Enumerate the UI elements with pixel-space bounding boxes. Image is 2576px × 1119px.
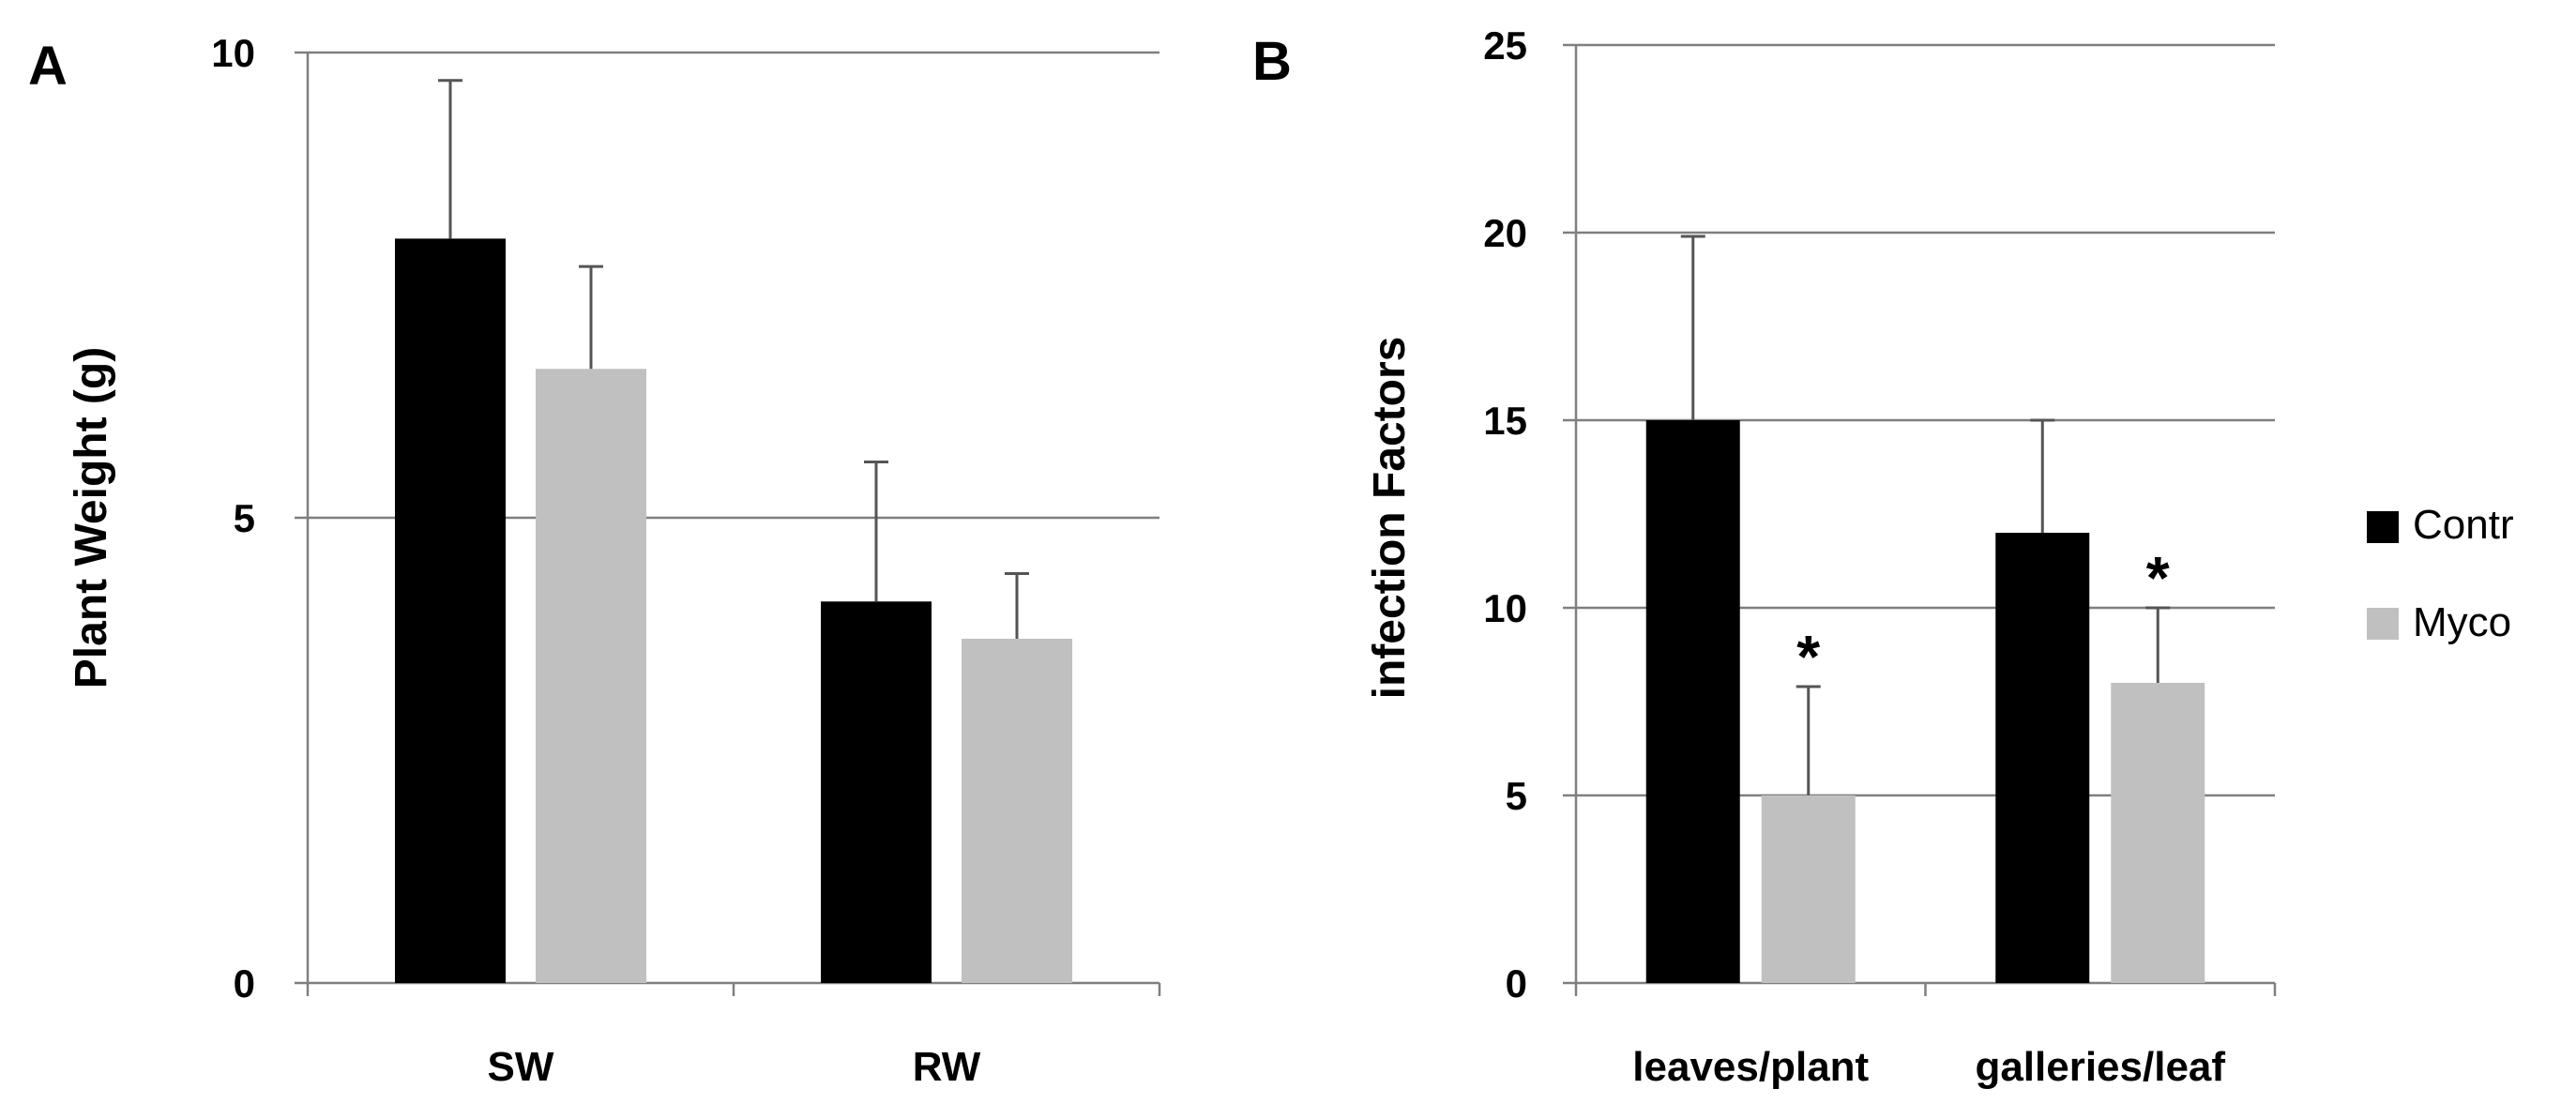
legend-swatch-myco xyxy=(2367,608,2399,640)
significance-marker: * xyxy=(2146,544,2170,612)
y-tick-label: 10 xyxy=(211,31,255,75)
y-tick-label: 5 xyxy=(234,496,255,540)
bar-myco-rw xyxy=(962,638,1072,983)
legend-label-myco: Myco xyxy=(2413,599,2511,645)
panel-b-label: B xyxy=(1252,31,1292,92)
x-tick-label-leaves-plant: leaves/plant xyxy=(1632,1044,1869,1090)
bar-myco-sw xyxy=(536,369,646,983)
x-tick-label-rw: RW xyxy=(913,1044,981,1090)
y-tick-label: 20 xyxy=(1483,211,1527,255)
y-axis-label: Plant Weight (g) xyxy=(67,347,116,688)
bar-contr-rw xyxy=(821,601,932,983)
y-tick-label: 15 xyxy=(1483,399,1527,443)
chart-a-plant-weight: 0 5 10 Plant Weight (g) SW RW xyxy=(67,31,1161,1090)
y-tick-label: 10 xyxy=(1483,586,1527,630)
y-axis-label: infection Factors xyxy=(1365,337,1415,700)
chart-b-infection-factors: 0 5 10 15 20 25 infection Factors leaves/plant *… xyxy=(1365,23,2277,1090)
x-tick-label-sw: SW xyxy=(488,1044,554,1090)
legend: Contr Myco xyxy=(2367,502,2514,645)
bar-myco-galleries-leaf xyxy=(2111,683,2205,983)
x-tick-label-galleries-leaf: galleries/leaf xyxy=(1975,1044,2225,1090)
legend-swatch-contr xyxy=(2367,511,2399,543)
y-tick-label: 0 xyxy=(234,961,255,1006)
y-tick-label: 0 xyxy=(1506,961,1527,1006)
y-tick-label: 5 xyxy=(1506,774,1527,818)
y-tick-label: 25 xyxy=(1483,23,1527,68)
bar-myco-leaves-plant xyxy=(1761,795,1856,983)
panel-a-label: A xyxy=(28,36,68,97)
significance-marker: * xyxy=(1796,623,1820,690)
bar-contr-leaves-plant xyxy=(1645,420,1740,983)
bar-contr-sw xyxy=(395,238,506,983)
legend-label-contr: Contr xyxy=(2413,502,2514,548)
bar-contr-galleries-leaf xyxy=(1995,533,2090,983)
